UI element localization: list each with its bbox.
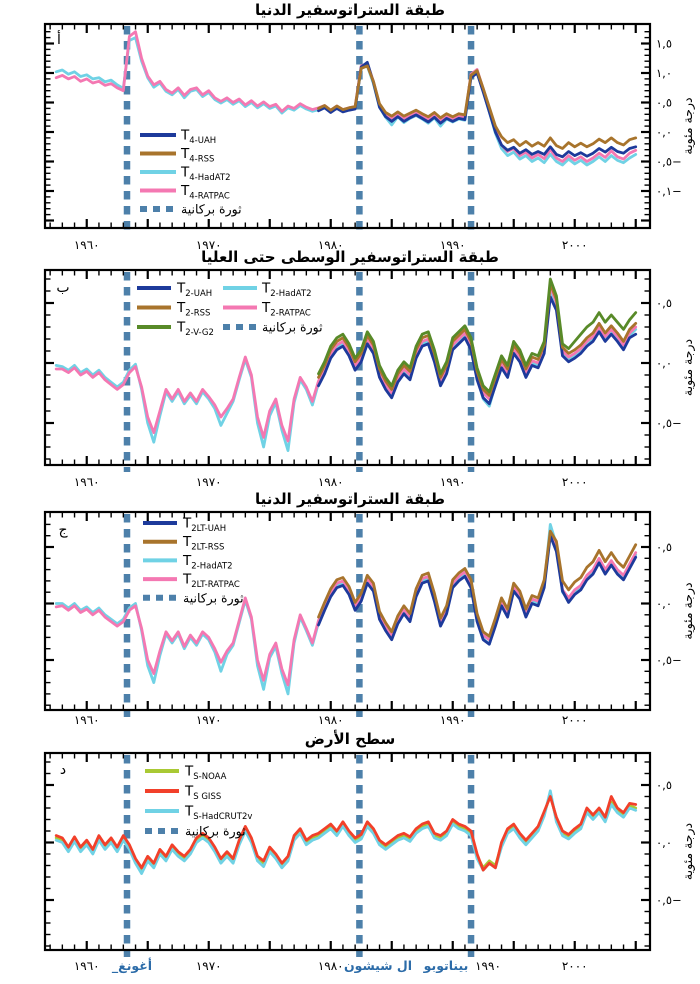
y-axis-label: درجة مئوية <box>680 97 696 154</box>
series-T2-RATPAC <box>54 284 638 443</box>
panel-frame <box>43 268 652 467</box>
ytick-label: ٠,٥ <box>656 96 672 110</box>
y-axis-label: درجة مئوية <box>680 823 696 880</box>
legend-label-4-RSS: T4-RSS <box>180 146 214 165</box>
xtick-label: ١٩٧٠ <box>196 475 222 489</box>
ytick-label: ١,٥ <box>656 37 672 51</box>
xtick-label: ١٩٧٠ <box>196 238 222 252</box>
legend-label-2LT-RATPAC: T2LT-RATPAC <box>182 572 240 591</box>
ytick-label: ٠,٠ <box>656 356 672 370</box>
panel-a-letter: أ <box>57 32 61 48</box>
legend-volcanic-label: ثورة بركانية <box>262 320 323 336</box>
xtick-label: ١٩٦٠ <box>74 959 100 973</box>
legend-label-S-HadCRUT2v: TS-HadCRUT2v <box>184 804 252 823</box>
series-T2-UAH <box>317 295 638 406</box>
ytick-label: ٠,٥− <box>656 155 682 169</box>
xtick-label: ١٩٨٠ <box>318 238 344 252</box>
volcano-name-label: ال شيشون <box>344 958 412 973</box>
ytick-label: ١,٠ <box>656 66 672 80</box>
ytick-label: ٠,٠ <box>656 836 672 850</box>
panel-frame <box>43 751 652 952</box>
y-axis-label: درجة مئوية <box>680 339 696 396</box>
xtick-label: ١٩٨٠ <box>318 959 344 973</box>
xtick-label: ١٩٩٠ <box>440 713 466 727</box>
xtick-label: ٢٠٠٠ <box>562 475 588 489</box>
xtick-label: ٢٠٠٠ <box>562 713 588 727</box>
legend-volcanic-label: ثورة بركانية <box>181 202 242 218</box>
series-T4-RSS <box>317 64 638 150</box>
legend-label-2-V-G2: T2-V-G2 <box>176 320 214 339</box>
xtick-label: ١٩٩٠ <box>440 475 466 489</box>
panel-frame <box>43 510 652 712</box>
legend-label-4-UAH: T4-UAH <box>180 128 216 147</box>
y-axis-label: درجة مئوية <box>680 582 696 639</box>
series-TS-HadCRUT2v <box>54 789 638 875</box>
ytick-label: ٠,١− <box>656 184 682 198</box>
xtick-label: ٢٠٠٠ <box>562 238 588 252</box>
xtick-label: ١٩٩٠ <box>440 238 466 252</box>
legend-label-2LT-UAH: T2LT-UAH <box>182 516 226 535</box>
series-T2-V-G2 <box>317 277 638 394</box>
ytick-label: ٠,٥− <box>656 893 682 907</box>
ytick-label: ٠,٥ <box>656 540 672 554</box>
xtick-label: ١٩٦٠ <box>74 475 100 489</box>
ytick-label: ٠,٥− <box>656 653 682 667</box>
xtick-label: ١٩٨٠ <box>318 713 344 727</box>
panel-b: ٠,٥ ٠,٠ ٠,٥− درجة مئوية ١٩٦٠ ١٩٧٠ ١٩٨٠ ١٩٩٠ ٢٠٠٠… <box>43 268 696 489</box>
panel-d-letter: د <box>59 762 67 778</box>
xtick-label: ١٩٧٠ <box>196 959 222 973</box>
legend-label-4-RATPAC: T4-RATPAC <box>180 183 230 202</box>
panel-c-title: طبقة الستراتوسفير الدنيا <box>254 490 446 508</box>
series-T4-UAH <box>317 61 638 159</box>
legend-label-2-UAH: T2-UAH <box>176 281 212 300</box>
panel-d-title: سطح الأرض <box>304 730 396 748</box>
panel-a: ١,٥ ١,٠ ٠,٥ ٠,٠ ٠,٥− ٠,١− درجة مئوية ١٩٦٠ ١٩٧٠ ١٩… <box>43 22 696 252</box>
legend-label-2-HadAT2: T2-HadAT2 <box>182 553 232 572</box>
legend-label-2LT-RSS: T2LT-RSS <box>182 534 224 553</box>
series-T2LT-RSS <box>317 529 638 638</box>
legend-label-2-RATPAC: T2-RATPAC <box>261 300 311 319</box>
panel-b-letter: ب <box>56 280 70 296</box>
xtick-label: ١٩٦٠ <box>74 713 100 727</box>
xtick-label: ١٩٧٠ <box>196 713 222 727</box>
series-TS-GISS <box>54 795 638 872</box>
legend-label-2-RSS: T2-RSS <box>176 300 210 319</box>
legend-label-S GISS: TS GISS <box>184 784 221 803</box>
volcano-name-label: بيناتوبو <box>423 958 469 973</box>
panel-c: ٠,٥ ٠,٠ ٠,٥− درجة مئوية ١٩٦٠ ١٩٧٠ ١٩٨٠ ١٩٩٠ ٢٠٠٠… <box>43 510 696 727</box>
series-T4-HadAT2 <box>54 36 638 167</box>
panel-a-title: طبقة الستراتوسفير الدنيا <box>254 1 446 19</box>
ytick-label: ٠,٠ <box>656 125 672 139</box>
legend-label-S-NOAA: TS-NOAA <box>184 764 227 783</box>
legend-volcanic-label: ثورة بركانية <box>183 590 244 606</box>
legend-label-2-HadAT2: T2-HadAT2 <box>261 281 311 300</box>
xtick-label: ١٩٨٠ <box>318 475 344 489</box>
ytick-label: ٠,٥ <box>656 778 672 792</box>
xtick-label: ١٩٩٠ <box>475 959 501 973</box>
panel-c-letter: ج <box>58 522 68 538</box>
series-T2LT-UAH <box>317 534 638 646</box>
ytick-label: ٠,٥ <box>656 296 672 310</box>
legend-label-4-HadAT2: T4-HadAT2 <box>180 165 230 184</box>
panel-d: ٠,٥ ٠,٠ ٠,٥− درجة مئوية ١٩٦٠ ١٩٧٠ ١٩٨٠ ١٩٩٠ ٢٠٠٠… <box>43 751 696 974</box>
xtick-label: ٢٠٠٠ <box>562 959 588 973</box>
ytick-label: ٠,٠ <box>656 597 672 611</box>
xtick-label: ١٩٦٠ <box>74 238 100 252</box>
legend-volcanic-label: ثورة بركانية <box>185 824 246 840</box>
volcano-name-label: _أغونغ <box>112 957 152 974</box>
panel-b-title: طبقة الستراتوسفير الوسطى حتى العليا <box>201 248 499 266</box>
ytick-label: ٠,٥− <box>656 416 682 430</box>
panel-frame <box>43 22 652 230</box>
